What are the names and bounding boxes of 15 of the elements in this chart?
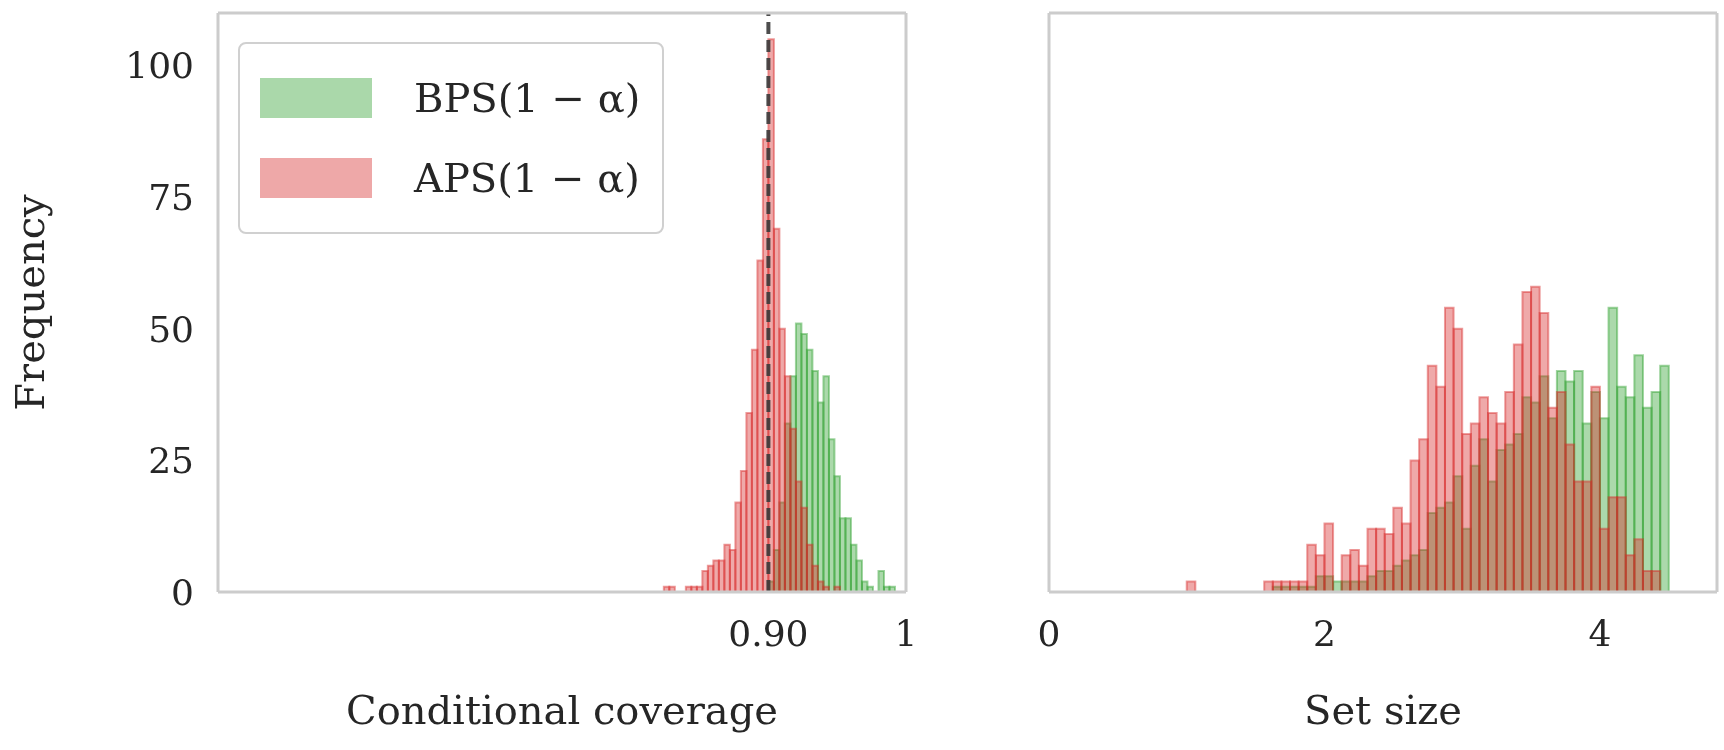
y-axis-title: Frequency	[7, 193, 54, 411]
x-tick-label: 2	[1313, 612, 1336, 654]
x-tick-label: 4	[1588, 612, 1612, 654]
x-axis-title: Conditional coverage	[346, 687, 778, 733]
legend-label: APS(1 − α)	[414, 155, 640, 201]
x-tick-label: 1	[894, 612, 918, 654]
y-tick-label: 75	[148, 177, 194, 219]
x-tick-label: 0	[1037, 612, 1061, 654]
y-tick-label: 50	[148, 308, 194, 350]
x-axis-title: Set size	[1304, 687, 1462, 733]
legend-label: BPS(1 − α)	[414, 75, 641, 121]
y-tick-label: 100	[125, 45, 194, 87]
x-tick-label: 0.90	[728, 612, 809, 654]
y-tick-label: 0	[171, 571, 194, 613]
y-tick-label: 25	[148, 440, 194, 482]
